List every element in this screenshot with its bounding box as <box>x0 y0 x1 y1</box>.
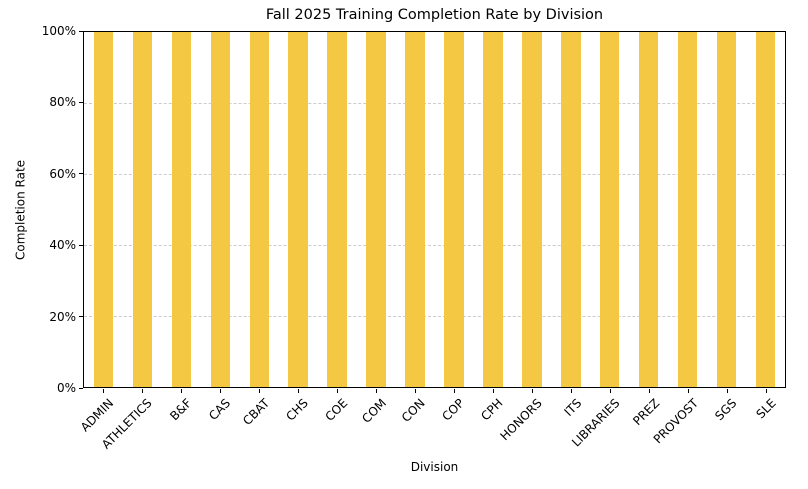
y-tick-mark <box>79 102 83 103</box>
y-tick-label: 0% <box>56 381 76 395</box>
x-axis-label: Division <box>410 460 459 474</box>
y-axis-label: Completion Rate <box>13 159 28 261</box>
bar-athletics <box>132 32 153 387</box>
bar-b-f <box>171 32 192 387</box>
x-tick-mark <box>103 389 104 393</box>
x-tick-label-text: COM <box>359 396 389 426</box>
gridline <box>84 174 785 175</box>
y-tick-mark <box>79 31 83 32</box>
x-tick-mark <box>142 389 143 393</box>
x-tick-mark <box>298 389 299 393</box>
x-tick-label-text: PREZ <box>629 396 662 429</box>
x-tick-mark <box>376 389 377 393</box>
y-tick-mark <box>79 316 83 317</box>
x-tick-mark <box>337 389 338 393</box>
gridline <box>84 245 785 246</box>
x-tick-label-text: ADMIN <box>77 396 116 435</box>
x-tick-mark <box>688 389 689 393</box>
plot-area <box>83 31 786 388</box>
x-tick-label-text: CON <box>399 396 428 425</box>
bar-admin <box>93 32 114 387</box>
x-tick-mark <box>571 389 572 393</box>
gridline <box>84 316 785 317</box>
x-tick-label-text: COP <box>439 396 467 424</box>
bar-sle <box>755 32 776 387</box>
x-tick-label-text: SGS <box>712 396 740 424</box>
bar-its <box>561 32 581 387</box>
x-tick-label-text: SLE <box>753 396 779 422</box>
x-tick-label-text: CAS <box>205 396 233 424</box>
x-tick-label-text: HONORS <box>497 396 545 444</box>
bar-honors <box>522 32 542 387</box>
bar-coe <box>327 32 347 387</box>
x-tick-mark <box>493 389 494 393</box>
x-tick-label-text: B&F <box>166 396 194 424</box>
x-tick-mark <box>415 389 416 393</box>
bar-con <box>405 32 425 387</box>
x-tick-label-text: ITS <box>560 396 584 419</box>
x-tick-mark <box>649 389 650 393</box>
x-tick-mark <box>454 389 455 393</box>
bar-libraries <box>600 32 620 387</box>
bar-provost <box>677 32 698 387</box>
gridline <box>84 103 785 104</box>
y-tick-label: 60% <box>49 167 76 181</box>
y-tick-label: 80% <box>49 95 76 109</box>
x-tick-mark <box>259 389 260 393</box>
bar-cas <box>210 32 231 387</box>
x-tick-label-text: CHS <box>283 396 311 424</box>
bar-com <box>366 32 386 387</box>
chart-title: Fall 2025 Training Completion Rate by Di… <box>265 7 604 23</box>
x-tick-label-text: CPH <box>478 396 506 424</box>
bar-sgs <box>716 32 737 387</box>
bar-cph <box>483 32 503 387</box>
bar-chs <box>288 32 308 387</box>
y-tick-label: 100% <box>41 24 76 38</box>
bar-prez <box>638 32 659 387</box>
x-tick-mark <box>181 389 182 393</box>
x-tick-mark <box>610 389 611 393</box>
y-tick-mark <box>79 388 83 389</box>
y-tick-label: 40% <box>49 238 76 252</box>
x-tick-mark <box>766 389 767 393</box>
y-tick-mark <box>79 173 83 174</box>
x-tick-label-text: CBAT <box>239 396 272 428</box>
x-tick-label-text: COE <box>322 396 350 424</box>
bar-cbat <box>249 32 269 387</box>
x-tick-mark <box>220 389 221 393</box>
x-tick-mark <box>727 389 728 393</box>
x-tick-mark <box>532 389 533 393</box>
y-tick-mark <box>79 245 83 246</box>
y-tick-label: 20% <box>49 310 76 324</box>
bar-cop <box>444 32 464 387</box>
